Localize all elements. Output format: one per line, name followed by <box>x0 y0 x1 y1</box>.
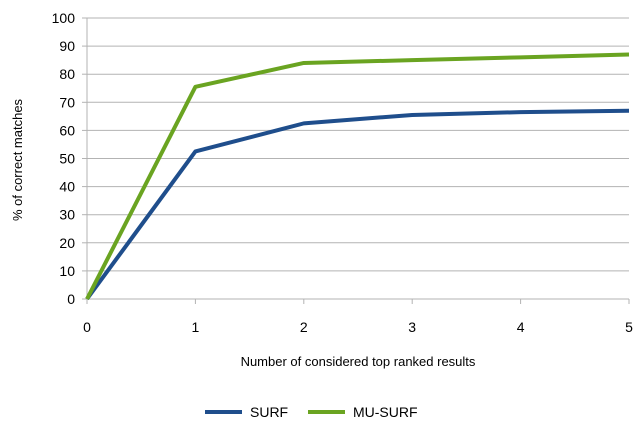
x-tick-label: 0 <box>83 319 91 335</box>
grid-lines <box>87 17 629 272</box>
y-tick-label: 80 <box>59 66 75 82</box>
x-tick-label: 1 <box>192 319 200 335</box>
x-tick-label: 3 <box>408 319 416 335</box>
y-tick-label: 40 <box>59 179 75 195</box>
x-tick-label: 2 <box>300 319 308 335</box>
series-line-mu-surf <box>85 52 630 300</box>
data-series <box>85 52 630 301</box>
y-tick-label: 30 <box>59 207 75 223</box>
y-tick-label: 50 <box>59 151 75 167</box>
y-axis-title: % of correct matches <box>10 98 25 221</box>
y-tick-label: 60 <box>59 122 75 138</box>
x-tick-label: 4 <box>517 319 525 335</box>
legend: SURF MU-SURF <box>205 404 418 420</box>
y-tick-label: 20 <box>59 235 75 251</box>
y-tick-label: 100 <box>52 10 76 26</box>
legend-label-mu-surf: MU-SURF <box>353 404 418 420</box>
y-tick-label: 0 <box>67 291 75 307</box>
y-tick-label: 10 <box>59 263 75 279</box>
y-tick-label: 90 <box>59 38 75 54</box>
x-axis-title: Number of considered top ranked results <box>241 354 476 369</box>
series-line-surf <box>85 108 630 301</box>
x-tick-label: 5 <box>625 319 633 335</box>
axes <box>82 17 630 304</box>
y-tick-label: 70 <box>59 94 75 110</box>
tick-labels: 0 10 20 30 40 50 60 70 80 90 100 0 1 2 3 4 5 <box>52 10 633 335</box>
legend-label-surf: SURF <box>250 404 288 420</box>
